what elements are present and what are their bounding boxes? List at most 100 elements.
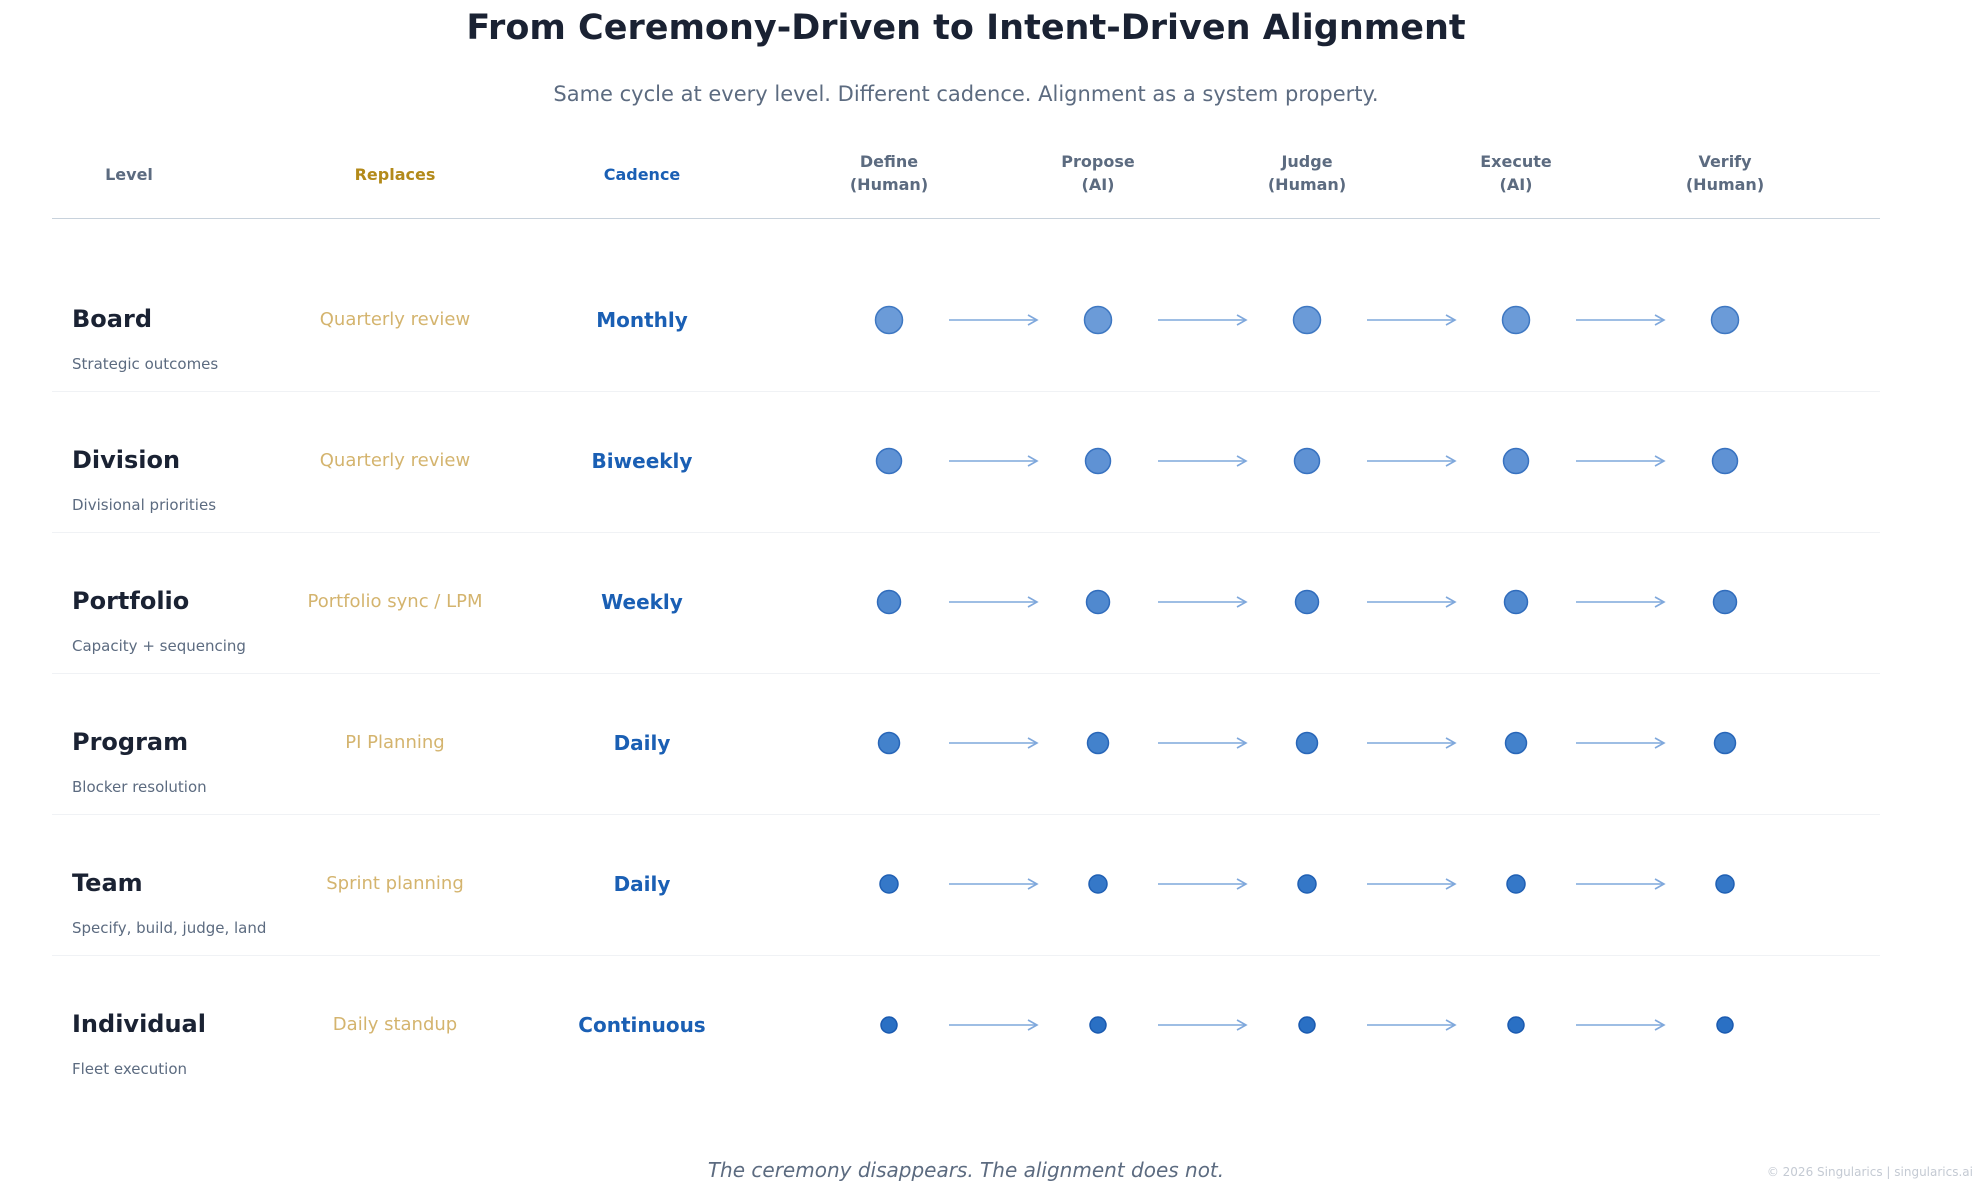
- step-dot-board-judge: [1292, 305, 1322, 335]
- level-name-program: Program: [72, 728, 189, 756]
- header-cadence: Cadence: [603, 165, 681, 184]
- step-dot-board-execute: [1501, 305, 1531, 335]
- cadence-team: Daily: [613, 872, 671, 896]
- step-dot-portfolio-judge: [1294, 589, 1320, 615]
- step-dot-portfolio-propose: [1085, 589, 1111, 615]
- flow-arrow-portfolio-judge-to-execute: [1367, 596, 1457, 608]
- level-description-board: Strategic outcomes: [72, 355, 219, 373]
- header-step-propose: Propose (AI): [1018, 150, 1178, 196]
- row-divider: [52, 955, 1880, 956]
- flow-arrow-individual-execute-to-verify: [1576, 1019, 1666, 1031]
- step-name: Verify: [1698, 152, 1752, 171]
- step-dot-team-execute: [1506, 874, 1526, 894]
- flow-arrow-program-execute-to-verify: [1576, 737, 1666, 749]
- level-name-board: Board: [72, 305, 152, 333]
- flow-arrow-division-execute-to-verify: [1576, 455, 1666, 467]
- header-step-define: Define (Human): [809, 150, 969, 196]
- step-dot-team-propose: [1088, 874, 1108, 894]
- flow-arrow-team-propose-to-judge: [1158, 878, 1248, 890]
- step-dot-individual-verify: [1716, 1016, 1734, 1034]
- step-actor: (AI): [1499, 175, 1533, 194]
- step-actor: (Human): [1685, 175, 1765, 194]
- level-description-division: Divisional priorities: [72, 496, 217, 514]
- flow-arrow-program-judge-to-execute: [1367, 737, 1457, 749]
- level-name-portfolio: Portfolio: [72, 587, 190, 615]
- flow-arrow-portfolio-propose-to-judge: [1158, 596, 1248, 608]
- page-subtitle: Same cycle at every level. Different cad…: [553, 82, 1379, 106]
- row-divider: [52, 814, 1880, 815]
- flow-arrow-team-define-to-propose: [949, 878, 1039, 890]
- replaces-program: PI Planning: [345, 732, 445, 753]
- header-step-execute: Execute (AI): [1436, 150, 1596, 196]
- flow-arrow-team-judge-to-execute: [1367, 878, 1457, 890]
- step-dot-program-verify: [1713, 731, 1737, 755]
- step-name: Execute: [1480, 152, 1552, 171]
- flow-arrow-program-propose-to-judge: [1158, 737, 1248, 749]
- replaces-board: Quarterly review: [319, 309, 471, 330]
- level-name-individual: Individual: [72, 1010, 206, 1038]
- step-actor: (Human): [849, 175, 929, 194]
- header-divider: [52, 218, 1880, 219]
- step-dot-program-execute: [1504, 731, 1528, 755]
- step-dot-team-judge: [1297, 874, 1317, 894]
- step-actor: (AI): [1081, 175, 1115, 194]
- replaces-division: Quarterly review: [319, 450, 471, 471]
- step-name: Propose: [1061, 152, 1135, 171]
- flow-arrow-board-execute-to-verify: [1576, 314, 1666, 326]
- row-divider: [52, 391, 1880, 392]
- replaces-individual: Daily standup: [332, 1014, 458, 1035]
- flow-arrow-individual-propose-to-judge: [1158, 1019, 1248, 1031]
- level-name-team: Team: [72, 869, 143, 897]
- step-dot-program-define: [877, 731, 901, 755]
- header-step-verify: Verify (Human): [1645, 150, 1805, 196]
- step-dot-program-judge: [1295, 731, 1319, 755]
- step-dot-individual-execute: [1507, 1016, 1525, 1034]
- step-dot-individual-define: [880, 1016, 898, 1034]
- level-name-division: Division: [72, 446, 181, 474]
- flow-arrow-board-propose-to-judge: [1158, 314, 1248, 326]
- replaces-team: Sprint planning: [326, 873, 464, 894]
- step-dot-division-execute: [1502, 447, 1530, 475]
- flow-arrow-portfolio-execute-to-verify: [1576, 596, 1666, 608]
- step-dot-portfolio-execute: [1503, 589, 1529, 615]
- header-replaces: Replaces: [354, 165, 436, 184]
- row-divider: [52, 532, 1880, 533]
- step-dot-portfolio-verify: [1712, 589, 1738, 615]
- step-dot-division-judge: [1293, 447, 1321, 475]
- flow-arrow-division-propose-to-judge: [1158, 455, 1248, 467]
- page-title: From Ceremony-Driven to Intent-Driven Al…: [466, 8, 1466, 48]
- cadence-individual: Continuous: [578, 1013, 706, 1037]
- header-level: Level: [105, 165, 153, 184]
- step-dot-division-define: [875, 447, 903, 475]
- step-dot-board-define: [874, 305, 904, 335]
- step-dot-portfolio-define: [876, 589, 902, 615]
- step-dot-team-verify: [1715, 874, 1735, 894]
- step-dot-individual-propose: [1089, 1016, 1107, 1034]
- flow-arrow-portfolio-define-to-propose: [949, 596, 1039, 608]
- level-description-individual: Fleet execution: [72, 1060, 187, 1078]
- flow-arrow-individual-judge-to-execute: [1367, 1019, 1457, 1031]
- step-name: Define: [859, 152, 919, 171]
- flow-arrow-board-judge-to-execute: [1367, 314, 1457, 326]
- step-name: Judge: [1281, 152, 1333, 171]
- step-dot-division-verify: [1711, 447, 1739, 475]
- step-dot-board-verify: [1710, 305, 1740, 335]
- level-description-program: Blocker resolution: [72, 778, 207, 796]
- flow-arrow-division-define-to-propose: [949, 455, 1039, 467]
- footer-tagline: The ceremony disappears. The alignment d…: [707, 1158, 1225, 1182]
- step-dot-board-propose: [1083, 305, 1113, 335]
- cadence-program: Daily: [613, 731, 671, 755]
- flow-arrow-board-define-to-propose: [949, 314, 1039, 326]
- row-divider: [52, 673, 1880, 674]
- flow-arrow-individual-define-to-propose: [949, 1019, 1039, 1031]
- level-description-team: Specify, build, judge, land: [72, 919, 267, 937]
- cadence-portfolio: Weekly: [601, 590, 683, 614]
- header-step-judge: Judge (Human): [1227, 150, 1387, 196]
- flow-arrow-team-execute-to-verify: [1576, 878, 1666, 890]
- flow-arrow-division-judge-to-execute: [1367, 455, 1457, 467]
- step-dot-team-define: [879, 874, 899, 894]
- level-description-portfolio: Capacity + sequencing: [72, 637, 246, 655]
- step-dot-division-propose: [1084, 447, 1112, 475]
- step-actor: (Human): [1267, 175, 1347, 194]
